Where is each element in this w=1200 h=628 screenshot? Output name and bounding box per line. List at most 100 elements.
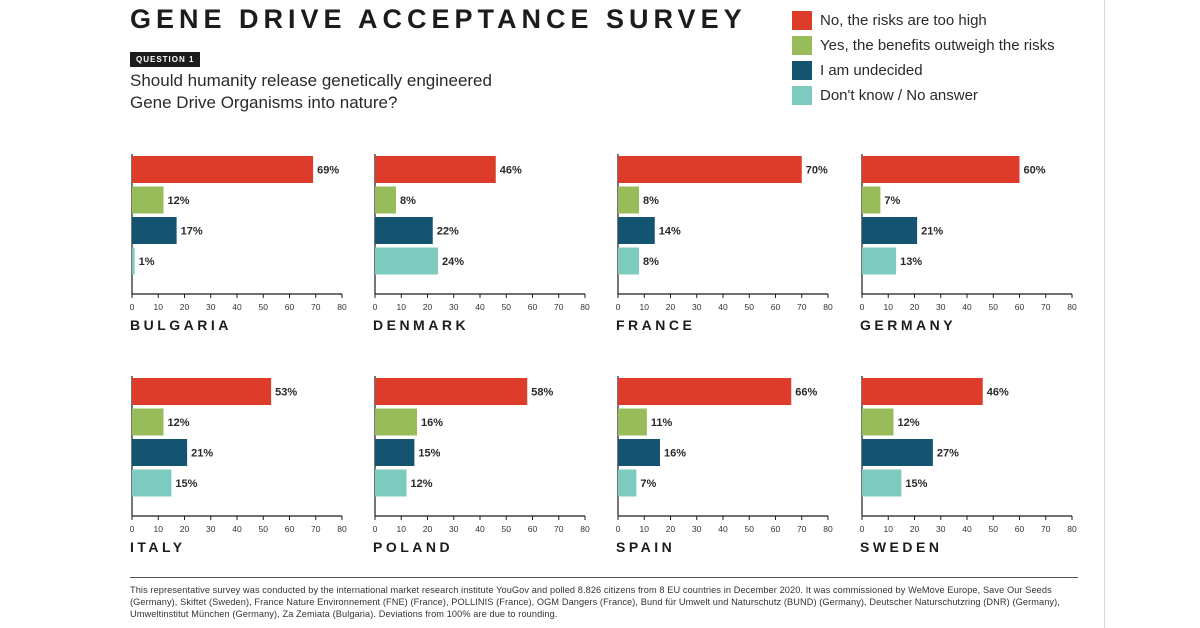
germany-tick-label: 10 <box>884 302 894 312</box>
bulgaria-tick-label: 0 <box>130 302 135 312</box>
france-label-undecided: 14% <box>659 226 681 238</box>
denmark-tick-label: 70 <box>554 302 564 312</box>
sweden-bar-no <box>862 378 983 405</box>
poland-label-undecided: 15% <box>418 448 440 460</box>
legend-swatch-dont-know <box>792 86 812 105</box>
spain-label-yes: 11% <box>651 417 673 429</box>
poland-tick-label: 80 <box>580 524 590 534</box>
spain-label-undecided: 16% <box>664 448 686 460</box>
italy-label-no: 53% <box>275 387 297 399</box>
france-tick-label: 80 <box>823 302 833 312</box>
france-tick-label: 60 <box>771 302 781 312</box>
spain-label-dont-know: 7% <box>640 478 656 490</box>
bulgaria-bar-no <box>132 156 314 183</box>
sweden-bar-yes <box>862 408 894 436</box>
bulgaria-tick-label: 40 <box>232 302 242 312</box>
germany-bar-undecided <box>862 217 918 244</box>
legend-swatch-undecided <box>792 61 812 80</box>
germany-bar-yes <box>862 186 881 214</box>
legend-label-no: No, the risks are too high <box>820 12 987 29</box>
germany-tick-label: 60 <box>1015 302 1025 312</box>
france-label-yes: 8% <box>643 195 659 207</box>
sweden-label-no: 46% <box>987 387 1009 399</box>
poland-bar-undecided <box>375 439 415 466</box>
france-tick-label: 20 <box>666 302 676 312</box>
france-tick-label: 10 <box>640 302 650 312</box>
bulgaria-tick-label: 10 <box>154 302 164 312</box>
france-tick-label: 50 <box>745 302 755 312</box>
spain-tick-label: 10 <box>640 524 650 534</box>
denmark-bar-dont-know <box>375 247 438 275</box>
denmark-tick-label: 80 <box>580 302 590 312</box>
italy-bar-no <box>132 378 272 405</box>
france-bar-no <box>618 156 802 183</box>
sweden-tick-label: 20 <box>910 524 920 534</box>
sweden-label-undecided: 27% <box>937 448 959 460</box>
germany-tick-label: 70 <box>1041 302 1051 312</box>
bulgaria-bar-yes <box>132 186 164 214</box>
france-country-title: FRANCE <box>616 317 695 333</box>
poland-tick-label: 30 <box>449 524 459 534</box>
italy-tick-label: 30 <box>206 524 216 534</box>
sweden-tick-label: 50 <box>989 524 999 534</box>
denmark-country-title: DENMARK <box>373 317 469 333</box>
question-text: Should humanity release genetically engi… <box>130 70 570 114</box>
france-bar-dont-know <box>618 247 639 275</box>
bulgaria-tick-label: 20 <box>180 302 190 312</box>
denmark-tick-label: 0 <box>373 302 378 312</box>
question-line-2: Gene Drive Organisms into nature? <box>130 93 398 112</box>
italy-tick-label: 60 <box>285 524 295 534</box>
poland-tick-label: 0 <box>373 524 378 534</box>
italy-bar-yes <box>132 408 164 436</box>
poland-tick-label: 70 <box>554 524 564 534</box>
denmark-tick-label: 10 <box>397 302 407 312</box>
poland-country-title: POLAND <box>373 539 453 555</box>
denmark-label-no: 46% <box>500 165 522 177</box>
italy-tick-label: 20 <box>180 524 190 534</box>
italy-country-title: ITALY <box>130 539 186 555</box>
page-title: GENE DRIVE ACCEPTANCE SURVEY <box>130 4 747 34</box>
bulgaria-label-yes: 12% <box>168 195 190 207</box>
question-badge: QUESTION 1 <box>130 52 201 67</box>
bulgaria-tick-label: 50 <box>259 302 269 312</box>
france-label-no: 70% <box>806 165 828 177</box>
poland-tick-label: 20 <box>423 524 433 534</box>
italy-label-yes: 12% <box>168 417 190 429</box>
spain-tick-label: 50 <box>745 524 755 534</box>
germany-tick-label: 0 <box>860 302 865 312</box>
germany-tick-label: 80 <box>1067 302 1077 312</box>
italy-bar-dont-know <box>132 469 172 497</box>
france-tick-label: 0 <box>616 302 621 312</box>
legend: No, the risks are too high Yes, the bene… <box>792 8 1055 108</box>
legend-item-dont-know: Don't know / No answer <box>792 83 1055 108</box>
sweden-bar-undecided <box>862 439 933 466</box>
germany-bar-dont-know <box>862 247 897 275</box>
bulgaria-tick-label: 80 <box>337 302 347 312</box>
sweden-label-yes: 12% <box>898 417 920 429</box>
legend-label-yes: Yes, the benefits outweigh the risks <box>820 37 1055 54</box>
france-bar-undecided <box>618 217 655 244</box>
italy-tick-label: 70 <box>311 524 321 534</box>
denmark-tick-label: 20 <box>423 302 433 312</box>
bulgaria-tick-label: 60 <box>285 302 295 312</box>
sweden-bar-dont-know <box>862 469 902 497</box>
germany-label-dont-know: 13% <box>900 256 922 268</box>
legend-swatch-no <box>792 11 812 30</box>
spain-tick-label: 30 <box>692 524 702 534</box>
denmark-tick-label: 50 <box>502 302 512 312</box>
germany-tick-label: 20 <box>910 302 920 312</box>
sweden-tick-label: 0 <box>860 524 865 534</box>
poland-label-dont-know: 12% <box>411 478 433 490</box>
sweden-country-title: SWEDEN <box>860 539 942 555</box>
poland-bar-no <box>375 378 528 405</box>
legend-item-yes: Yes, the benefits outweigh the risks <box>792 33 1055 58</box>
germany-country-title: GERMANY <box>860 317 956 333</box>
spain-bar-yes <box>618 408 647 436</box>
bulgaria-bar-dont-know <box>132 247 135 275</box>
germany-tick-label: 30 <box>936 302 946 312</box>
spain-bar-undecided <box>618 439 660 466</box>
sweden-tick-label: 80 <box>1067 524 1077 534</box>
spain-tick-label: 60 <box>771 524 781 534</box>
germany-label-yes: 7% <box>884 195 900 207</box>
france-label-dont-know: 8% <box>643 256 659 268</box>
